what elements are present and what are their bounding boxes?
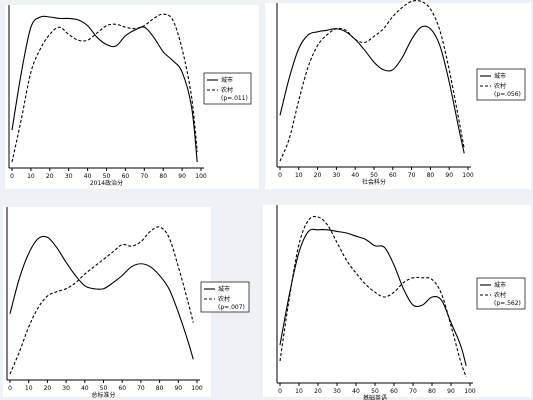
series-line-rural xyxy=(9,226,194,375)
legend-label-urban: 城市 xyxy=(221,76,233,84)
x-axis-label: 2014政治分 xyxy=(90,179,123,187)
x-tick-label: 30 xyxy=(333,388,341,395)
x-tick-label: 50 xyxy=(103,173,111,180)
x-tick-label: 60 xyxy=(389,172,397,179)
x-tick-label: 100 xyxy=(464,388,476,395)
chart-panel-bottom-left: 0 10 20 30 40 50 60 70 80 90 100 总标准分 城市农村 (p=.007) xyxy=(3,207,250,399)
x-axis-label: 基础英语 xyxy=(363,394,387,400)
x-tick-label: 0 xyxy=(278,388,282,395)
legend-label-urban: 城市 xyxy=(218,285,230,293)
legend-label-urban: 城市 xyxy=(494,72,506,80)
legend-box xyxy=(203,72,252,105)
legend-label-rural: 农村 xyxy=(221,86,233,94)
x-tick-label: 30 xyxy=(62,385,70,392)
x-tick-label: 70 xyxy=(408,172,416,179)
x-tick-label: 100 xyxy=(191,385,203,392)
x-tick-label: 20 xyxy=(314,172,322,179)
x-tick-label: 60 xyxy=(118,385,126,392)
x-tick-label: 60 xyxy=(122,173,130,180)
x-tick-label: 100 xyxy=(462,172,474,179)
x-tick-label: 20 xyxy=(44,385,52,392)
series-line-rural xyxy=(11,13,198,163)
x-tick-label: 50 xyxy=(100,385,108,392)
series-line-urban xyxy=(11,15,198,163)
legend-box xyxy=(200,281,250,313)
series-line-urban xyxy=(9,235,194,360)
legend-pvalue: (p=.056) xyxy=(494,91,521,98)
x-tick-label: 40 xyxy=(81,385,89,392)
x-tick-label: 80 xyxy=(159,173,167,180)
x-tick-label: 90 xyxy=(174,385,182,392)
chart-panel-top-left: 0 10 20 30 40 50 60 70 80 90 100 2014政治分 城市农村 (p=.011… xyxy=(5,5,259,189)
x-axis-label: 总标准分 xyxy=(91,391,115,399)
x-tick-label: 50 xyxy=(370,172,378,179)
x-tick-label: 40 xyxy=(351,172,359,179)
x-tick-label: 80 xyxy=(427,172,435,179)
legend-label-rural: 农村 xyxy=(218,295,230,303)
x-axis-label: 社会科分 xyxy=(362,178,386,186)
series-line-urban xyxy=(279,228,467,366)
x-tick-label: 80 xyxy=(156,385,164,392)
chart-top-left: 0 10 20 30 40 50 60 70 80 90 100 2014政治分 城市农村(p=.011… xyxy=(8,5,252,187)
x-tick-label: 20 xyxy=(314,388,322,395)
legend-pvalue: (p=.562) xyxy=(494,300,521,307)
legend-label-rural: 农村 xyxy=(494,291,506,299)
chart-panel-bottom-right: 0 10 20 30 40 50 60 70 80 90 100 基础英语 城市农村 (p=.562) xyxy=(263,205,531,400)
x-tick-label: 0 xyxy=(8,385,12,392)
legend-pvalue: (p=.007) xyxy=(218,304,245,311)
x-tick-label: 10 xyxy=(25,385,33,392)
legend-box xyxy=(476,68,526,101)
legend-box xyxy=(476,277,526,310)
x-tick-label: 100 xyxy=(195,173,207,180)
x-tick-label: 80 xyxy=(428,388,436,395)
x-tick-label: 10 xyxy=(27,173,35,180)
x-tick-label: 40 xyxy=(84,173,92,180)
legend-label-urban: 城市 xyxy=(494,281,506,289)
x-tick-label: 90 xyxy=(178,173,186,180)
x-tick-label: 70 xyxy=(137,385,145,392)
x-tick-label: 90 xyxy=(445,172,453,179)
x-tick-label: 90 xyxy=(447,388,455,395)
x-tick-label: 30 xyxy=(333,172,341,179)
chart-panel-top-right: 0 10 20 30 40 50 60 70 80 90 100 社会科分 城市农村 (p=.056) xyxy=(265,0,531,189)
series-line-rural xyxy=(279,215,467,378)
x-tick-label: 70 xyxy=(409,388,417,395)
x-tick-label: 30 xyxy=(65,173,73,180)
legend-label-rural: 农村 xyxy=(494,82,506,90)
x-tick-label: 40 xyxy=(352,388,360,395)
x-tick-label: 10 xyxy=(295,172,303,179)
x-tick-label: 60 xyxy=(390,388,398,395)
x-tick-label: 70 xyxy=(140,173,148,180)
x-tick-label: 0 xyxy=(278,172,282,179)
x-tick-label: 10 xyxy=(295,388,303,395)
legend-pvalue: (p=.011) xyxy=(221,95,248,102)
series-line-urban xyxy=(279,25,465,154)
x-tick-label: 20 xyxy=(46,173,54,180)
x-tick-label: 0 xyxy=(10,173,14,180)
x-tick-label: 50 xyxy=(371,388,379,395)
series-line-rural xyxy=(279,0,465,162)
